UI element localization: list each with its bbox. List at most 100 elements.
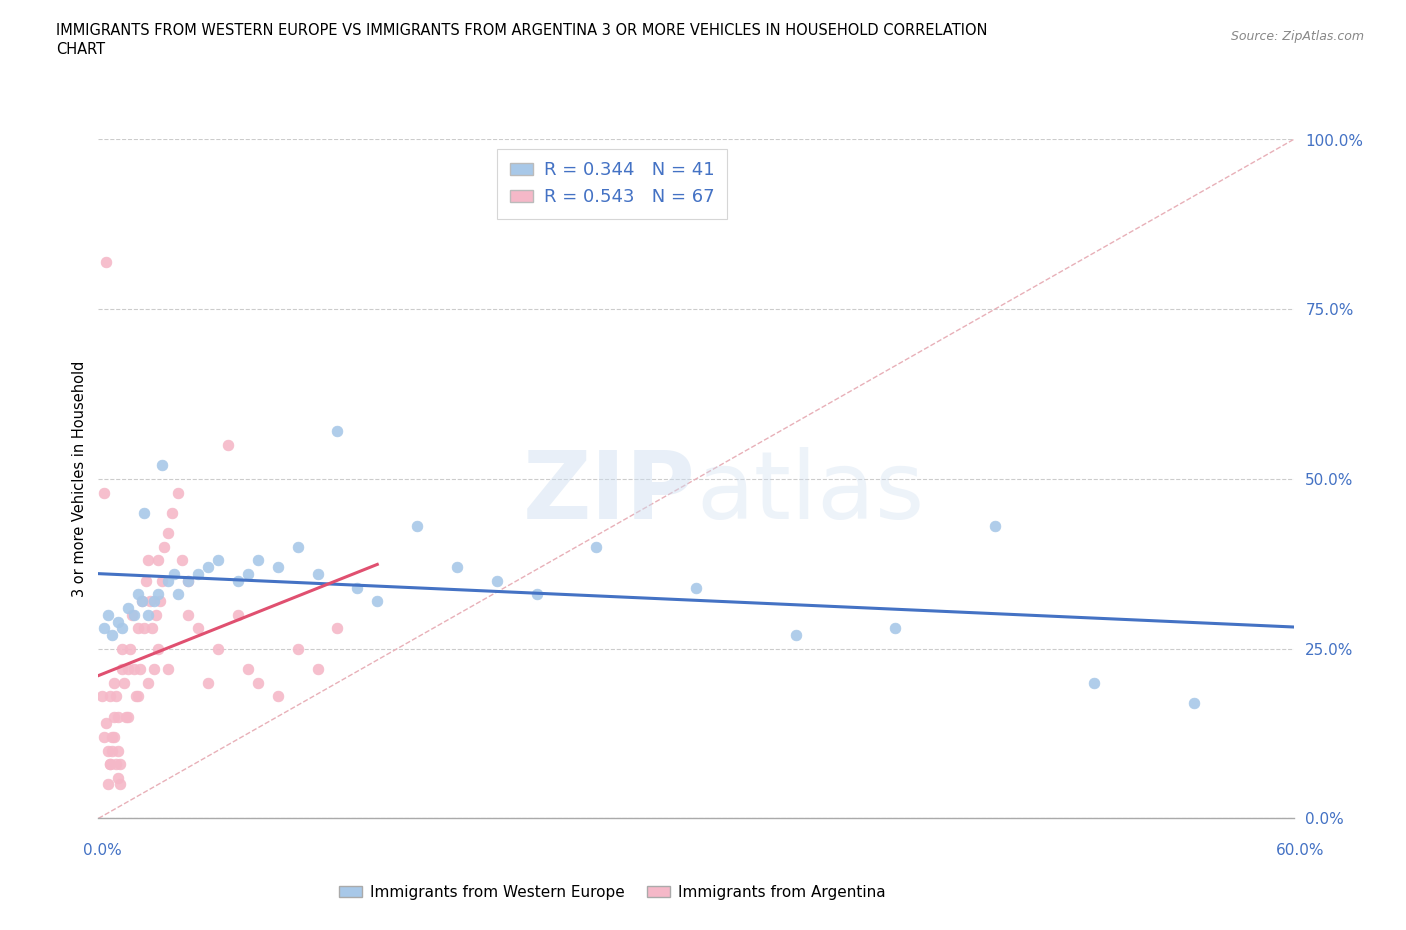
Point	[446, 560, 468, 575]
Point	[96, 716, 118, 731]
Point	[287, 642, 309, 657]
Point	[124, 607, 146, 622]
Point	[177, 573, 200, 589]
Point	[96, 254, 118, 269]
Point	[167, 485, 190, 500]
Point	[117, 601, 139, 616]
Point	[226, 573, 249, 589]
Point	[98, 757, 122, 772]
Point	[127, 621, 149, 636]
Point	[197, 675, 219, 690]
Point	[785, 628, 807, 643]
Point	[131, 593, 153, 608]
Point	[246, 553, 269, 568]
Point	[143, 661, 166, 676]
Point	[207, 642, 229, 657]
Point	[485, 573, 508, 589]
Point	[131, 593, 153, 608]
Point	[97, 777, 120, 792]
Point	[105, 689, 128, 704]
Point	[110, 757, 132, 772]
Text: 0.0%: 0.0%	[83, 844, 122, 858]
Point	[236, 566, 259, 581]
Point	[172, 553, 194, 568]
Point	[207, 553, 229, 568]
Text: ZIP: ZIP	[523, 446, 696, 538]
Point	[101, 729, 124, 744]
Point	[103, 709, 125, 724]
Point	[139, 593, 162, 608]
Text: Source: ZipAtlas.com: Source: ZipAtlas.com	[1230, 30, 1364, 43]
Point	[585, 539, 607, 554]
Point	[127, 587, 149, 602]
Point	[197, 560, 219, 575]
Point	[226, 607, 249, 622]
Point	[145, 607, 167, 622]
Point	[97, 607, 120, 622]
Point	[101, 628, 124, 643]
Point	[112, 675, 135, 690]
Point	[111, 642, 134, 657]
Point	[136, 553, 159, 568]
Point	[105, 757, 128, 772]
Point	[150, 458, 173, 472]
Point	[307, 661, 329, 676]
Point	[107, 614, 129, 629]
Point	[135, 573, 157, 589]
Point	[98, 757, 122, 772]
Point	[167, 587, 190, 602]
Point	[148, 642, 170, 657]
Text: 60.0%: 60.0%	[1277, 844, 1324, 858]
Point	[526, 587, 548, 602]
Point	[157, 573, 180, 589]
Point	[187, 621, 209, 636]
Point	[129, 661, 152, 676]
Point	[160, 506, 183, 521]
Point	[287, 539, 309, 554]
Point	[136, 607, 159, 622]
Point	[125, 689, 148, 704]
Point	[91, 689, 114, 704]
Point	[217, 437, 239, 452]
Point	[115, 709, 138, 724]
Point	[983, 519, 1005, 534]
Point	[103, 675, 125, 690]
Point	[326, 621, 349, 636]
Point	[97, 743, 120, 758]
Point	[101, 743, 124, 758]
Point	[127, 689, 149, 704]
Point	[236, 661, 259, 676]
Point	[124, 661, 146, 676]
Point	[134, 621, 156, 636]
Point	[366, 593, 388, 608]
Point	[346, 580, 368, 595]
Point	[103, 729, 125, 744]
Point	[120, 642, 142, 657]
Point	[117, 661, 139, 676]
Point	[136, 675, 159, 690]
Point	[93, 621, 115, 636]
Point	[150, 573, 173, 589]
Point	[406, 519, 429, 534]
Point	[107, 770, 129, 785]
Point	[177, 607, 200, 622]
Point	[110, 777, 132, 792]
Point	[685, 580, 707, 595]
Point	[111, 621, 134, 636]
Point	[163, 566, 186, 581]
Point	[157, 661, 180, 676]
Point	[157, 525, 180, 540]
Point	[267, 560, 290, 575]
Point	[1182, 696, 1205, 711]
Point	[141, 621, 163, 636]
Text: atlas: atlas	[696, 446, 924, 538]
Point	[1083, 675, 1105, 690]
Text: IMMIGRANTS FROM WESTERN EUROPE VS IMMIGRANTS FROM ARGENTINA 3 OR MORE VEHICLES I: IMMIGRANTS FROM WESTERN EUROPE VS IMMIGR…	[56, 23, 988, 38]
Point	[107, 743, 129, 758]
Point	[307, 566, 329, 581]
Point	[149, 593, 172, 608]
Point	[326, 424, 349, 439]
Point	[267, 689, 290, 704]
Y-axis label: 3 or more Vehicles in Household: 3 or more Vehicles in Household	[72, 361, 87, 597]
Point	[148, 587, 170, 602]
